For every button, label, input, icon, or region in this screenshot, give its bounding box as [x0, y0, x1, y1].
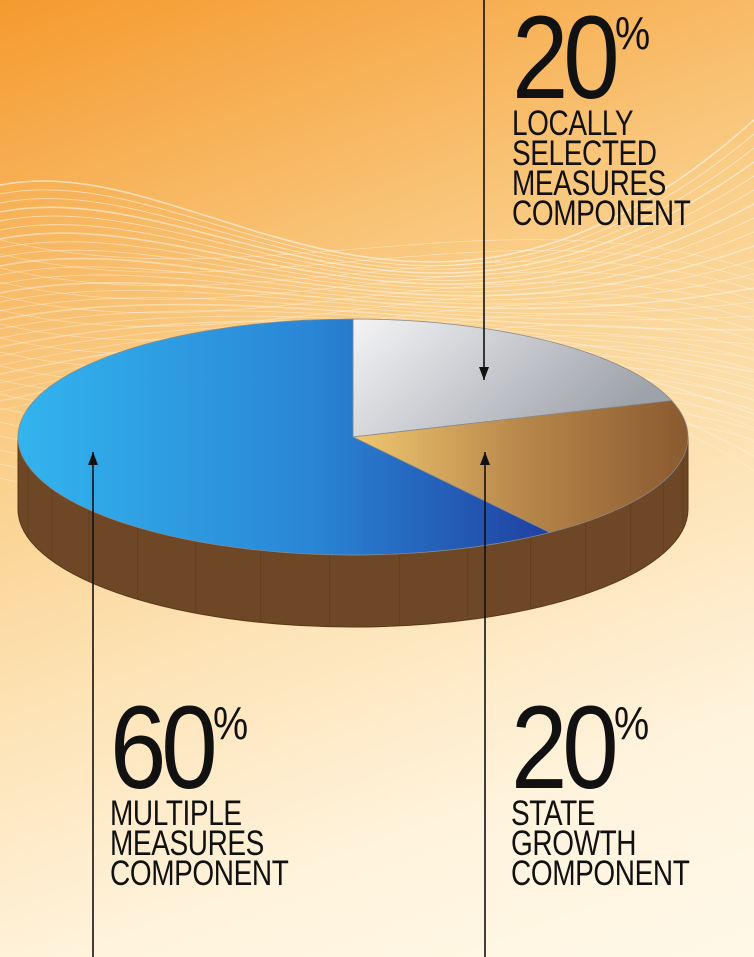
wave-line	[0, 231, 754, 293]
wave-line	[0, 133, 754, 266]
wave-line	[0, 290, 754, 314]
wave-line	[0, 310, 754, 345]
wave-line	[0, 175, 754, 278]
wave-line	[0, 303, 754, 331]
slice-locally-selected	[352, 318, 673, 438]
percent-sign: %	[614, 697, 650, 749]
wave-line	[0, 271, 754, 301]
wave-line	[0, 259, 754, 301]
percent-value-multiple-measures: 60	[110, 682, 218, 814]
percent-sign: %	[615, 7, 651, 59]
slice-label-locally-selected: LOCALLY SELECTED MEASURES COMPONENT	[512, 104, 691, 234]
wave-line	[0, 245, 754, 297]
arrow-state-growth	[480, 452, 490, 957]
callout-state-growth: 20 % STATE GROWTH COMPONENT	[511, 682, 734, 894]
arrow-multiple-measures	[88, 452, 98, 957]
wave-line	[0, 273, 754, 305]
wave-line	[0, 203, 754, 285]
wave-line	[0, 315, 754, 359]
slice-label-state-growth: STATE GROWTH COMPONENT	[511, 794, 690, 894]
slice-state-growth	[351, 400, 689, 533]
wave-line	[0, 239, 754, 271]
percent-value-state-growth: 20	[511, 682, 619, 814]
percent-sign: %	[213, 697, 249, 749]
wave-line	[0, 161, 754, 274]
slice-multiple-measures	[17, 318, 552, 556]
wave-line	[0, 189, 754, 281]
wave-line	[0, 282, 754, 310]
wave-line	[0, 292, 754, 327]
wave-line	[0, 260, 754, 291]
callout-multiple-measures: 60 % MULTIPLE MEASURES COMPONENT	[110, 682, 333, 894]
wave-line	[0, 217, 754, 289]
slice-label-multiple-measures: MULTIPLE MEASURES COMPONENT	[110, 794, 289, 894]
percent-value-locally-selected: 20	[512, 0, 620, 124]
arrow-locally-selected	[479, 0, 489, 380]
wave-line	[0, 147, 754, 270]
wave-line	[0, 249, 754, 281]
wave-line	[0, 119, 754, 263]
wave-line	[0, 282, 754, 314]
wave-line	[0, 297, 754, 321]
callout-locally-selected: 20 % LOCALLY SELECTED MEASURES COMPONENT	[512, 0, 735, 234]
